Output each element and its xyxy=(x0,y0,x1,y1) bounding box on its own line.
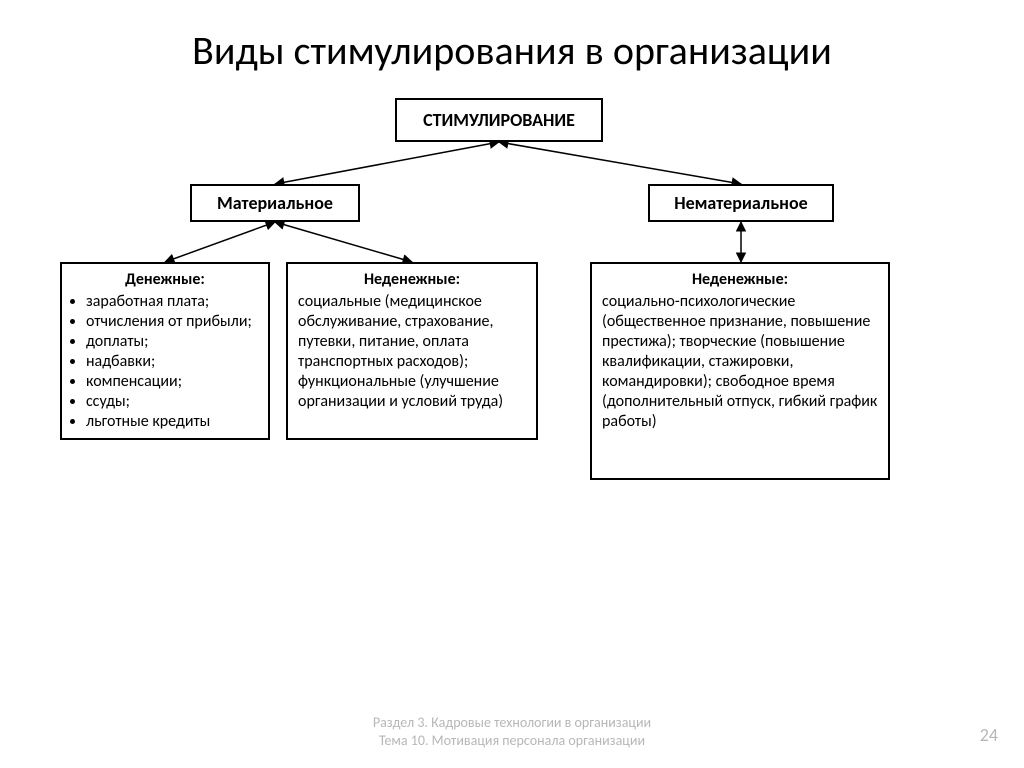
node-material: Материальное xyxy=(190,184,360,222)
footer-line1: Раздел 3. Кадровые технологии в организа… xyxy=(373,714,651,731)
node-root: СТИМУЛИРОВАНИЕ xyxy=(395,98,603,142)
node-material-label: Материальное xyxy=(217,192,333,214)
leaf-nonmonetary-nonmat-text: социально-психологические (общественное … xyxy=(602,292,878,432)
slide-title: Виды стимулирования в организации xyxy=(0,0,1024,74)
list-item: надбавки; xyxy=(86,352,258,372)
list-item: ссуды; xyxy=(86,392,258,412)
node-root-label: СТИМУЛИРОВАНИЕ xyxy=(423,109,575,131)
leaf-monetary-heading: Денежные: xyxy=(72,270,258,290)
leaf-nonmonetary-material: Неденежные: социальные (медицинское обсл… xyxy=(286,262,538,440)
list-item: доплаты; xyxy=(86,332,258,352)
leaf-monetary-list: заработная плата; отчисления от прибыли;… xyxy=(72,292,258,432)
leaf-nonmonetary-nonmaterial: Неденежные: социально-психологические (о… xyxy=(590,262,890,480)
list-item: отчисления от прибыли; xyxy=(86,312,258,332)
list-item: заработная плата; xyxy=(86,292,258,312)
node-nonmaterial-label: Нематериальное xyxy=(674,192,807,214)
page-number: 24 xyxy=(980,724,998,746)
list-item: льготные кредиты xyxy=(86,412,258,432)
leaf-nonmonetary-mat-heading: Неденежные: xyxy=(298,270,526,290)
node-nonmaterial: Нематериальное xyxy=(648,184,834,222)
slide-footer: Раздел 3. Кадровые технологии в организа… xyxy=(0,714,1024,750)
leaf-nonmonetary-mat-text: социальные (медицинское обслуживание, ст… xyxy=(298,292,526,412)
list-item: компенсации; xyxy=(86,372,258,392)
footer-line2: Тема 10. Мотивация персонала организации xyxy=(379,732,645,749)
diagram-area: СТИМУЛИРОВАНИЕ Материальное Нематериальн… xyxy=(0,74,1024,594)
leaf-nonmonetary-nonmat-heading: Неденежные: xyxy=(602,270,878,290)
leaf-monetary: Денежные: заработная плата; отчисления о… xyxy=(60,262,270,440)
